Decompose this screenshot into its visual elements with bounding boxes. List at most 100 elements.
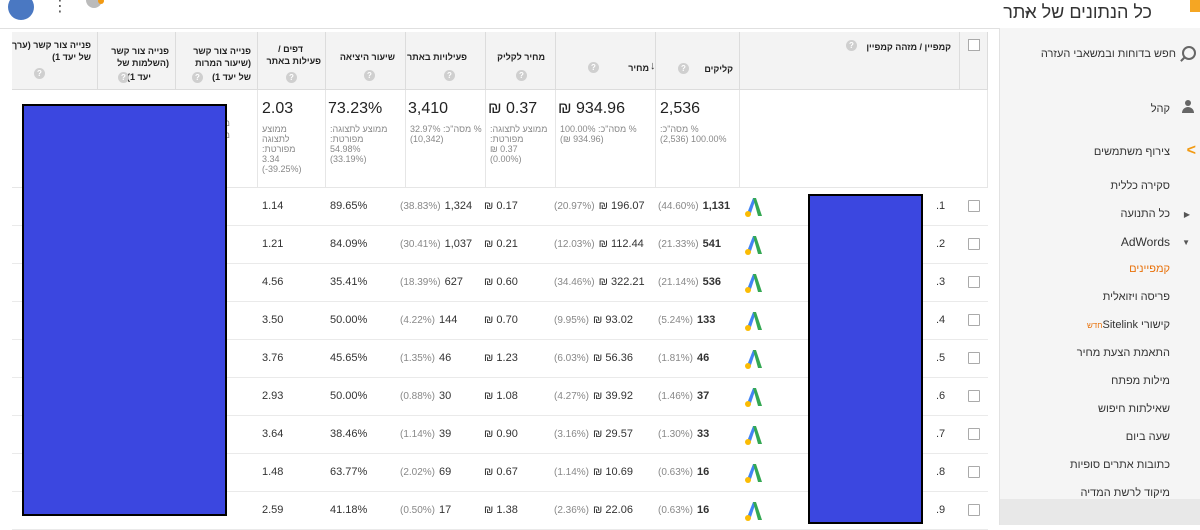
table-row[interactable]: 4.56 35.41% (18.39%) 627 ₪ 0.60 (34.46%) ₪ 322… <box>12 264 988 302</box>
clicks-cell: (0.63%) 16 <box>658 466 709 478</box>
expand-arrow-icon[interactable]: ▶ <box>1183 210 1190 219</box>
table-row[interactable]: 3.50 50.00% (4.22%) 144 ₪ 0.70 (9.95%) ₪ 93.02… <box>12 302 988 340</box>
sidebar-item-display-targeting[interactable]: מיקוד לרשת המדיה <box>1080 487 1170 499</box>
column-header-bounce-rate[interactable]: שיעור היציאה ? <box>326 32 406 90</box>
cost-cell: (6.03%) ₪ 56.36 <box>554 352 633 364</box>
sidebar-item-label: קישורי Sitelink <box>1102 319 1171 331</box>
column-header-cpc[interactable]: מחיר לקליק ? <box>486 32 556 90</box>
help-icon[interactable]: ? <box>678 63 689 74</box>
pages-per-session-value: 3.64 <box>262 428 284 440</box>
column-header-cost[interactable]: ? מחיר <box>556 32 656 90</box>
clicks-cell: (0.63%) 16 <box>658 504 709 516</box>
help-icon[interactable]: ? <box>364 70 375 81</box>
adwords-logo-icon[interactable] <box>744 348 764 370</box>
clicks-value: 16 <box>697 466 710 478</box>
cost-cell: (4.27%) ₪ 39.92 <box>554 390 633 402</box>
help-icon[interactable]: ? <box>118 72 129 83</box>
view-selector-title[interactable]: כל הנתונים של אתר <box>1003 2 1152 22</box>
row-checkbox[interactable] <box>968 276 980 288</box>
sessions-value: 39 <box>439 428 452 440</box>
sidebar-item-audience[interactable]: קהל <box>1150 103 1170 115</box>
row-checkbox[interactable] <box>968 200 980 212</box>
help-icon[interactable]: ? <box>516 70 527 81</box>
sidebar-item-adwords[interactable]: AdWords <box>1120 235 1170 249</box>
analytics-logo-icon <box>1190 0 1200 12</box>
cost-value: ₪ 322.21 <box>598 276 645 288</box>
sidebar-item-bid-adjustments[interactable]: התאמת הצעת מחיר <box>1076 347 1170 359</box>
column-header-goal1-value[interactable]: פנייה צור קשר (ערך של יעד 1) ? <box>12 32 98 90</box>
clicks-value: 541 <box>702 238 721 250</box>
search-icon[interactable] <box>1182 46 1196 60</box>
table-row[interactable]: 1.21 84.09% (30.41%) 1,037 ₪ 0.21 (12.03%) ₪ 1… <box>12 226 988 264</box>
clicks-value: 1,131 <box>702 200 731 212</box>
table-row[interactable]: 1.48 63.77% (2.02%) 69 ₪ 0.67 (1.14%) ₪ 10.69(… <box>12 454 988 492</box>
view-selector-chevron-down-icon[interactable]: ▼ <box>1023 8 1032 18</box>
cost-percent: (34.46%) <box>554 277 595 288</box>
pages-per-session-value: 3.50 <box>262 314 284 326</box>
select-all-checkbox[interactable] <box>968 39 980 51</box>
adwords-logo-icon[interactable] <box>744 386 764 408</box>
adwords-logo-icon[interactable] <box>744 500 764 522</box>
clicks-value: 46 <box>697 352 710 364</box>
column-header-pages-per-session[interactable]: דפים / פעילות באתר ? <box>258 32 326 90</box>
more-options-icon[interactable]: ⋮ <box>52 0 68 15</box>
clicks-value: 33 <box>697 428 710 440</box>
help-icon[interactable]: ? <box>192 72 203 83</box>
help-icon[interactable]: ? <box>588 62 599 73</box>
column-header-sessions[interactable]: פעילויות באתר ? <box>406 32 486 90</box>
clicks-cell: (21.14%) 536 <box>658 276 721 288</box>
column-header-goal1-completions[interactable]: פנייה צור קשר (השלמות של יעד 1) ? <box>98 32 176 90</box>
sidebar-search[interactable]: חפש בדוחות ובמשאבי העזרה <box>1040 48 1176 60</box>
sidebar-item-sitelinks[interactable]: קישורי Sitelinkחדש <box>1084 319 1170 331</box>
table-row[interactable]: 3.76 45.65% (1.35%) 46 ₪ 1.23 (6.03%) ₪ 56.36(… <box>12 340 988 378</box>
row-checkbox[interactable] <box>968 390 980 402</box>
account-avatar[interactable] <box>8 0 34 20</box>
sessions-cell: (30.41%) 1,037 <box>400 238 472 250</box>
bounce-rate-value: 50.00% <box>330 390 368 402</box>
notifications-bell-icon[interactable] <box>86 0 104 8</box>
adwords-logo-icon[interactable] <box>744 272 764 294</box>
adwords-logo-icon[interactable] <box>744 424 764 446</box>
cost-value: ₪ 39.92 <box>593 390 633 402</box>
sessions-cell: (38.83%) 1,324 <box>400 200 472 212</box>
sidebar-item-hour-of-day[interactable]: שעה ביום <box>1125 431 1170 443</box>
sidebar-item-user-flow[interactable]: צירוף משתמשים <box>1093 146 1170 158</box>
pages-per-session-value: 1.21 <box>262 238 284 250</box>
help-icon[interactable]: ? <box>846 40 857 51</box>
pages-per-session-value: 3.76 <box>262 352 284 364</box>
column-header-campaign[interactable]: ? קמפיין / מזהה קמפיין <box>740 32 960 90</box>
help-icon[interactable]: ? <box>34 68 45 79</box>
clicks-cell: (1.46%) 37 <box>658 390 709 402</box>
table-row[interactable]: 3.64 38.46% (1.14%) 39 ₪ 0.90 (3.16%) ₪ 29.57(… <box>12 416 988 454</box>
sessions-value: 30 <box>439 390 452 402</box>
column-header-clicks[interactable]: ↓ ? קליקים <box>650 32 740 90</box>
row-checkbox[interactable] <box>968 352 980 364</box>
row-number: .1 <box>936 200 946 212</box>
row-checkbox[interactable] <box>968 504 980 516</box>
row-checkbox[interactable] <box>968 466 980 478</box>
row-checkbox[interactable] <box>968 238 980 250</box>
adwords-logo-icon[interactable] <box>744 462 764 484</box>
column-header-goal1-conversion-rate[interactable]: פנייה צור קשר (שיעור המרות של יעד 1) ? <box>176 32 258 90</box>
sidebar-item-campaigns[interactable]: קמפיינים <box>1129 263 1170 275</box>
clicks-value: 133 <box>697 314 716 326</box>
collapse-arrow-icon[interactable]: ▼ <box>1182 238 1190 247</box>
row-checkbox[interactable] <box>968 428 980 440</box>
table-row[interactable]: 2.93 50.00% (0.88%) 30 ₪ 1.08 (4.27%) ₪ 39.92(… <box>12 378 988 416</box>
clicks-value: 37 <box>697 390 710 402</box>
sidebar-item-search-queries[interactable]: שאילתות חיפוש <box>1098 403 1170 415</box>
table-row[interactable]: 1.14 89.65% (38.83%) 1,324 ₪ 0.17 (20.97%) ₪ 1… <box>12 188 988 226</box>
adwords-logo-icon[interactable] <box>744 310 764 332</box>
summary-cpc: ₪ 0.37 ממוצע לתצוגה: מפורטת: ₪ 0.37 (0.0… <box>486 90 556 188</box>
sidebar-item-treemaps[interactable]: פריסה ויזואלית <box>1102 291 1170 303</box>
help-icon[interactable]: ? <box>444 70 455 81</box>
sidebar-item-final-urls[interactable]: כתובות אתרים סופיות <box>1070 459 1170 471</box>
help-icon[interactable]: ? <box>286 72 297 83</box>
sidebar-item-keywords[interactable]: מילות מפתח <box>1111 375 1170 387</box>
sort-descending-icon[interactable]: ↓ <box>650 60 656 72</box>
adwords-logo-icon[interactable] <box>744 196 764 218</box>
sidebar-item-all-traffic[interactable]: כל התנועה <box>1120 208 1170 220</box>
adwords-logo-icon[interactable] <box>744 234 764 256</box>
row-checkbox[interactable] <box>968 314 980 326</box>
sidebar-item-overview[interactable]: סקירה כללית <box>1110 180 1170 192</box>
